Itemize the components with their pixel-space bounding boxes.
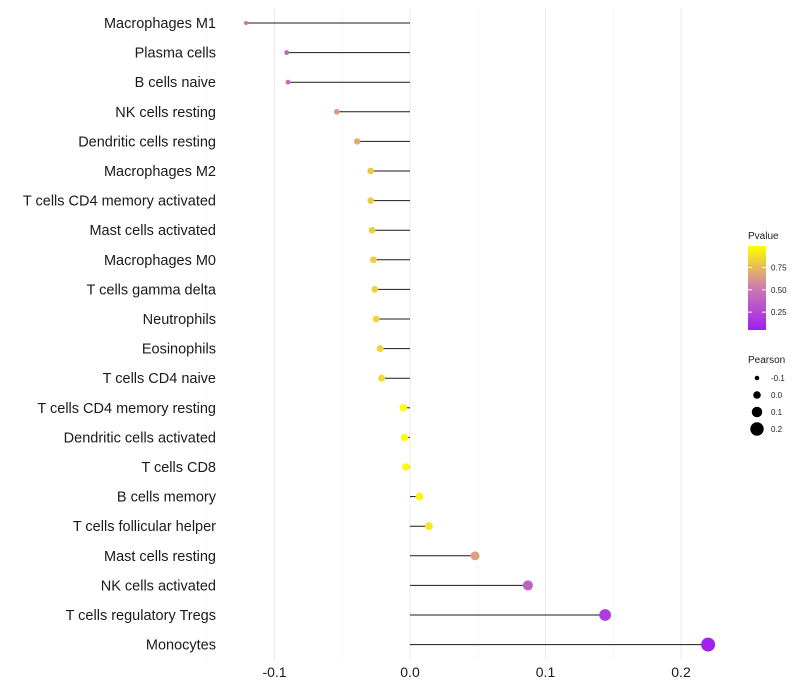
category-label: Monocytes <box>146 638 216 654</box>
x-tick-label: 0.2 <box>671 664 691 680</box>
category-label: T cells regulatory Tregs <box>66 608 216 624</box>
size-legend-label: 0.0 <box>771 391 783 400</box>
category-label: T cells CD4 memory resting <box>37 401 216 417</box>
size-legend-dot <box>751 406 763 418</box>
colorbar-tick-label: 0.50 <box>771 286 787 295</box>
category-label: Dendritic cells activated <box>64 430 216 446</box>
lollipop-point <box>370 256 377 264</box>
category-label: B cells memory <box>117 490 217 506</box>
category-label: NK cells resting <box>115 105 216 121</box>
lollipop-point <box>333 108 340 115</box>
x-tick-label: -0.1 <box>262 664 286 680</box>
size-legend-dot <box>750 422 764 436</box>
x-tick-label: 0.1 <box>536 664 556 680</box>
lollipop-point <box>399 404 407 412</box>
x-tick-label: 0.0 <box>400 664 420 680</box>
lollipop-point <box>353 138 361 145</box>
category-label: T cells follicular helper <box>73 519 216 535</box>
lollipop-point <box>378 374 386 382</box>
size-legend-dot <box>753 391 761 399</box>
lollipop-point <box>244 21 249 25</box>
lollipop-point <box>400 433 409 442</box>
pearson-legend: Pearson -0.1 0.0 0.1 0.2 <box>748 355 785 436</box>
pvalue-colorbar <box>748 246 766 330</box>
category-labels: Macrophages M1 Plasma cells B cells naive N… <box>23 16 217 654</box>
category-label: Neutrophils <box>143 312 216 328</box>
lollipop-point <box>368 226 376 234</box>
lollipop-point <box>701 637 716 652</box>
grid-lines <box>206 8 682 660</box>
lollipop-point <box>284 50 290 56</box>
lollipop-point <box>470 551 480 561</box>
category-label: B cells naive <box>135 75 216 91</box>
category-label: Eosinophils <box>142 342 216 358</box>
category-label: Macrophages M2 <box>104 164 216 180</box>
lollipop-point <box>372 315 380 323</box>
lollipop-point <box>522 580 533 591</box>
lollipop-point <box>371 286 379 293</box>
lollipop-point <box>367 197 375 204</box>
lollipop-point <box>599 609 612 621</box>
lollipop-point <box>376 345 384 353</box>
colorbar-tick-label: 0.75 <box>771 263 787 272</box>
lollipop-point <box>367 167 375 175</box>
size-legend-label: 0.1 <box>771 408 783 417</box>
lollipop-point <box>424 522 433 531</box>
category-label: Macrophages M0 <box>104 253 216 269</box>
size-legend-label: 0.2 <box>771 425 783 434</box>
category-label: T cells CD4 naive <box>103 371 216 387</box>
category-label: Mast cells resting <box>104 549 216 565</box>
category-label: T cells CD4 memory activated <box>23 194 216 210</box>
colorbar-tick-label: 0.25 <box>771 308 787 317</box>
category-label: Mast cells activated <box>89 223 216 239</box>
lollipop-point <box>415 492 424 501</box>
category-label: Plasma cells <box>135 46 216 62</box>
lollipop-point <box>285 79 291 85</box>
pvalue-legend: Pvalue 0.75 0.50 0.25 <box>748 231 787 330</box>
lollipop-points <box>244 21 716 652</box>
x-axis-ticks: -0.1 0.0 0.1 0.2 <box>262 664 691 680</box>
category-label: Dendritic cells resting <box>78 134 216 150</box>
size-legend-dot <box>754 375 760 381</box>
pearson-legend-title: Pearson <box>748 355 785 366</box>
lollipop-stems <box>246 22 709 646</box>
category-label: T cells CD8 <box>141 460 216 476</box>
category-label: Macrophages M1 <box>104 16 216 32</box>
size-legend-label: -0.1 <box>771 374 785 383</box>
category-label: T cells gamma delta <box>87 282 217 298</box>
pvalue-legend-title: Pvalue <box>748 231 779 242</box>
category-label: NK cells activated <box>101 578 216 594</box>
lollipop-point <box>402 463 410 471</box>
